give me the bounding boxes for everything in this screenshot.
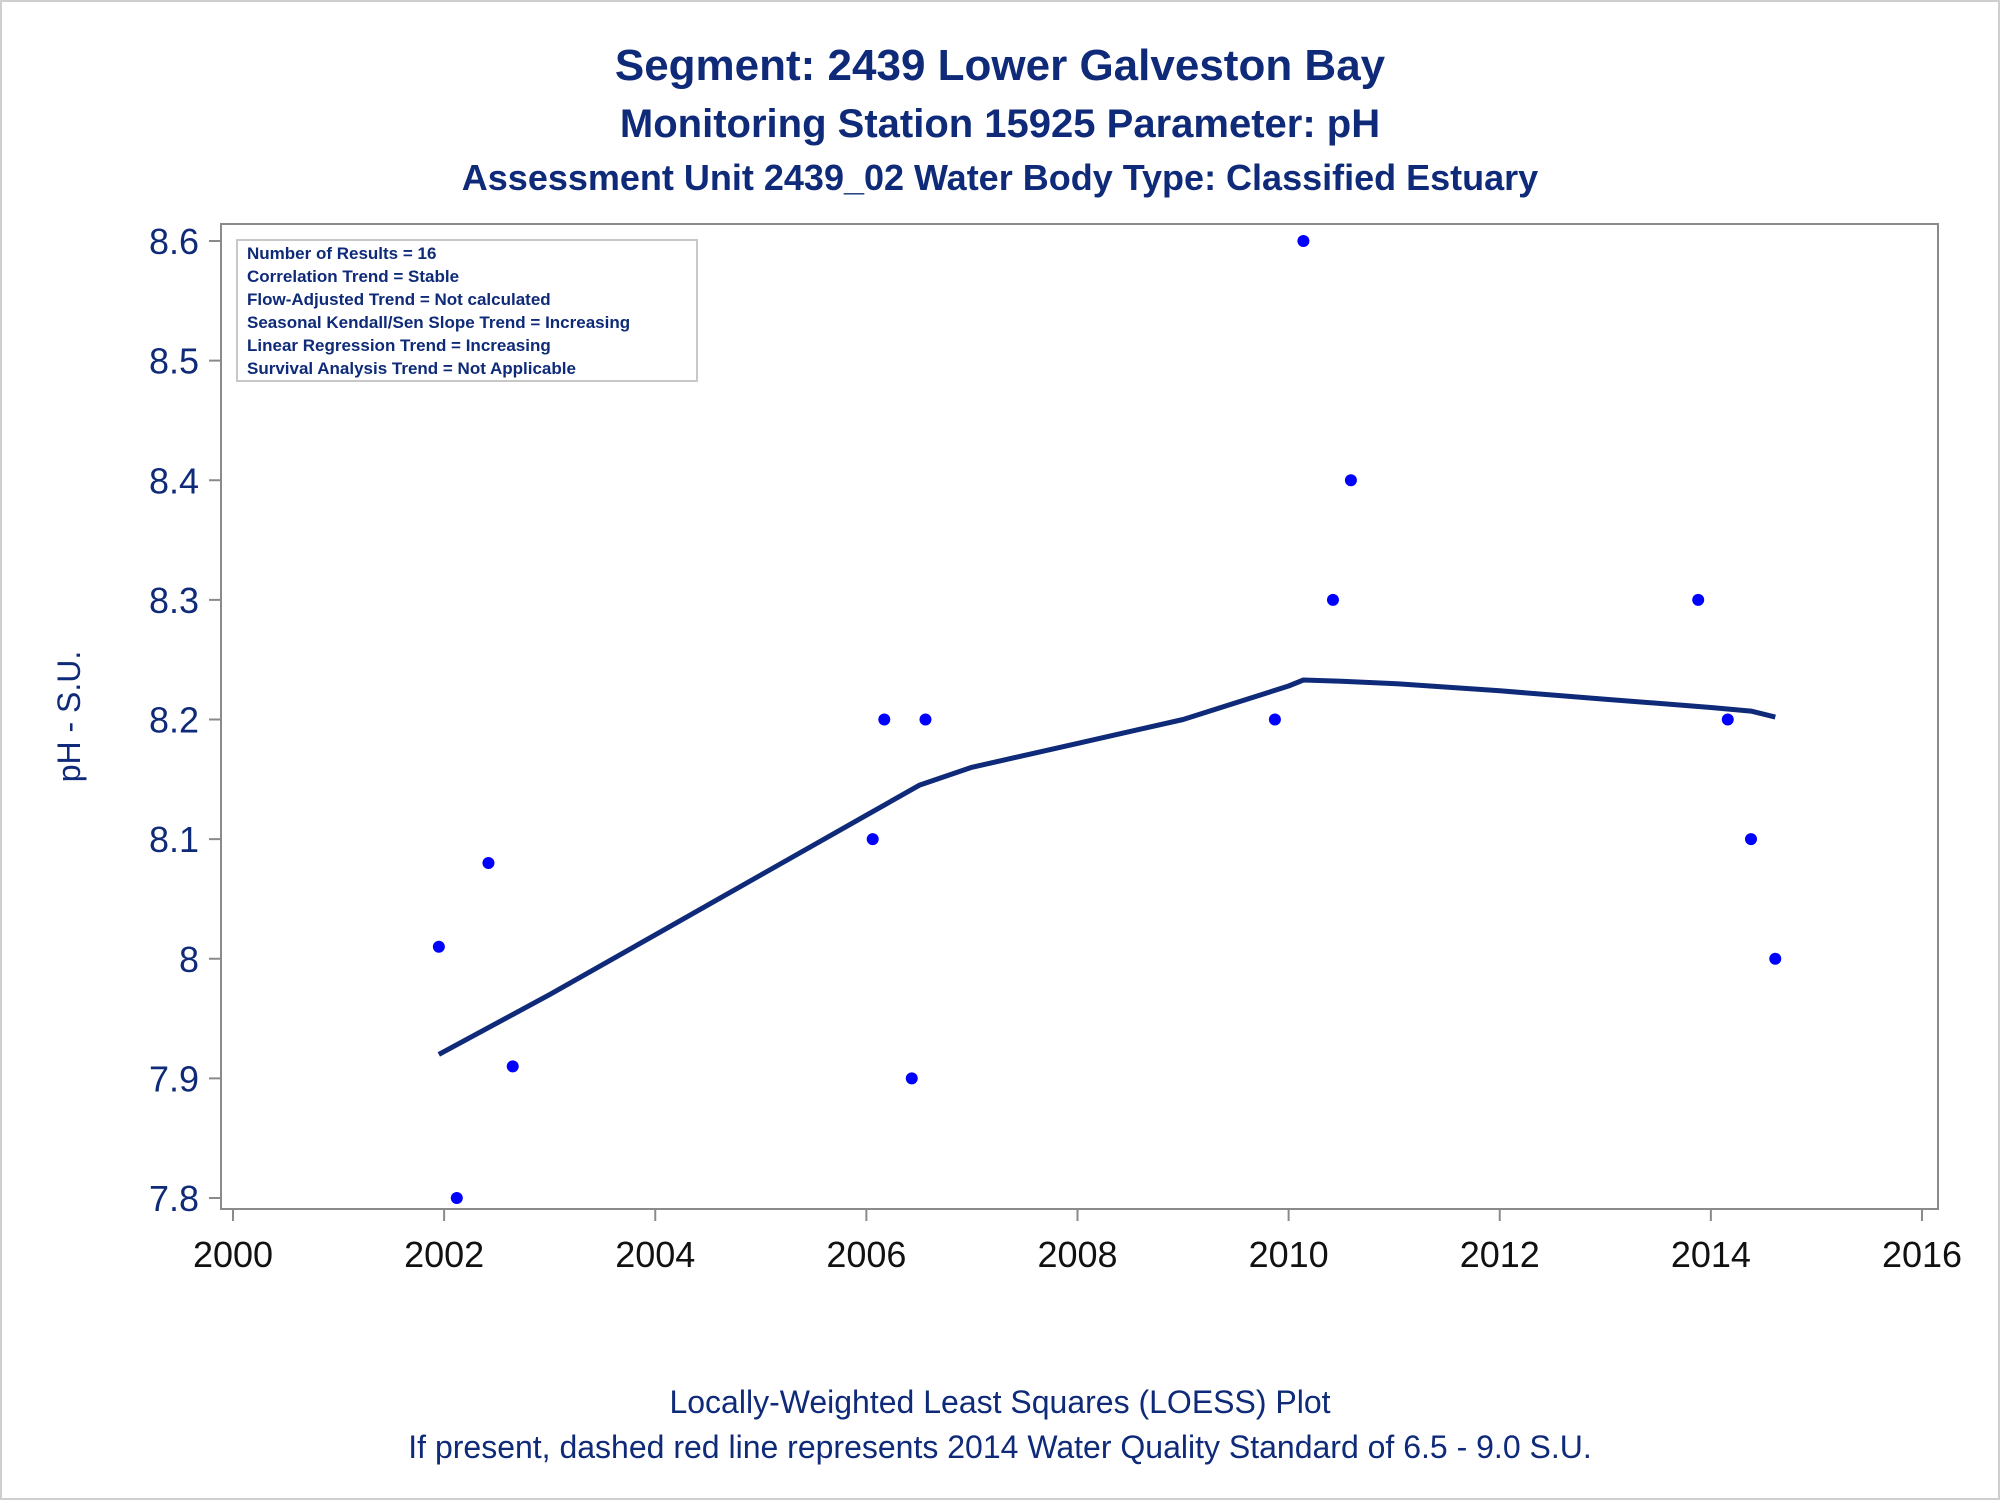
- legend-entry: Seasonal Kendall/Sen Slope Trend = Incre…: [247, 313, 630, 332]
- x-tick-label: 2010: [1249, 1234, 1329, 1275]
- data-point: [919, 713, 932, 726]
- y-axis-label: pH - S.U.: [51, 651, 87, 783]
- x-axis-ticks: 2000 2002 2004 2006 2008 2010 2012 2014 2016: [193, 1209, 1962, 1275]
- legend-entry: Linear Regression Trend = Increasing: [247, 336, 551, 355]
- x-tick-label: 2004: [615, 1234, 695, 1275]
- data-point: [1692, 593, 1705, 606]
- data-point: [905, 1072, 918, 1085]
- data-point: [1268, 713, 1281, 726]
- y-tick-label: 7.8: [149, 1178, 199, 1219]
- data-point: [1769, 952, 1782, 965]
- y-tick-label: 8.4: [149, 460, 199, 501]
- x-tick-label: 2016: [1882, 1234, 1962, 1275]
- y-tick-label: 8.2: [149, 700, 199, 741]
- x-tick-label: 2000: [193, 1234, 273, 1275]
- legend-entry: Survival Analysis Trend = Not Applicable: [247, 359, 576, 378]
- x-tick-label: 2012: [1460, 1234, 1540, 1275]
- legend-box: Number of Results = 16 Correlation Trend …: [236, 239, 698, 382]
- loess-line: [437, 677, 1776, 1057]
- y-axis-ticks: 7.8 7.9 8 8.1 8.2 8.3 8.4 8.5 8.6: [149, 221, 221, 1219]
- data-point: [450, 1192, 463, 1204]
- data-point: [432, 940, 445, 953]
- data-point: [1326, 593, 1339, 606]
- y-tick-label: 8.6: [149, 221, 199, 262]
- legend-entry: Number of Results = 16: [247, 244, 436, 263]
- x-tick-label: 2008: [1037, 1234, 1117, 1275]
- data-points: [432, 235, 1782, 1204]
- data-point: [482, 857, 495, 870]
- data-point: [1297, 235, 1310, 247]
- plot-area: [220, 223, 1939, 1210]
- legend-border: [236, 239, 698, 382]
- y-tick-label: 8.3: [149, 580, 199, 621]
- data-point: [878, 713, 891, 726]
- x-tick-label: 2006: [826, 1234, 906, 1275]
- y-tick-label: 8.1: [149, 819, 199, 860]
- footnote-2: If present, dashed red line represents 2…: [408, 1429, 1591, 1465]
- data-point: [1744, 833, 1757, 846]
- data-point: [1344, 474, 1357, 487]
- legend-entry: Flow-Adjusted Trend = Not calculated: [247, 290, 551, 309]
- chart-subtitle-2: Assessment Unit 2439_02 Water Body Type:…: [462, 157, 1538, 198]
- y-tick-label: 8: [179, 939, 199, 980]
- x-tick-label: 2014: [1671, 1234, 1751, 1275]
- y-tick-label: 8.5: [149, 341, 199, 382]
- legend-entry: Correlation Trend = Stable: [247, 267, 459, 286]
- footnote-1: Locally-Weighted Least Squares (LOESS) P…: [669, 1384, 1330, 1420]
- chart-subtitle: Monitoring Station 15925 Parameter: pH: [620, 102, 1380, 146]
- chart-title: Segment: 2439 Lower Galveston Bay: [615, 41, 1386, 90]
- x-tick-label: 2002: [404, 1234, 484, 1275]
- data-point: [1721, 713, 1734, 726]
- data-point: [866, 833, 879, 846]
- data-point: [506, 1060, 519, 1073]
- y-tick-label: 7.9: [149, 1058, 199, 1099]
